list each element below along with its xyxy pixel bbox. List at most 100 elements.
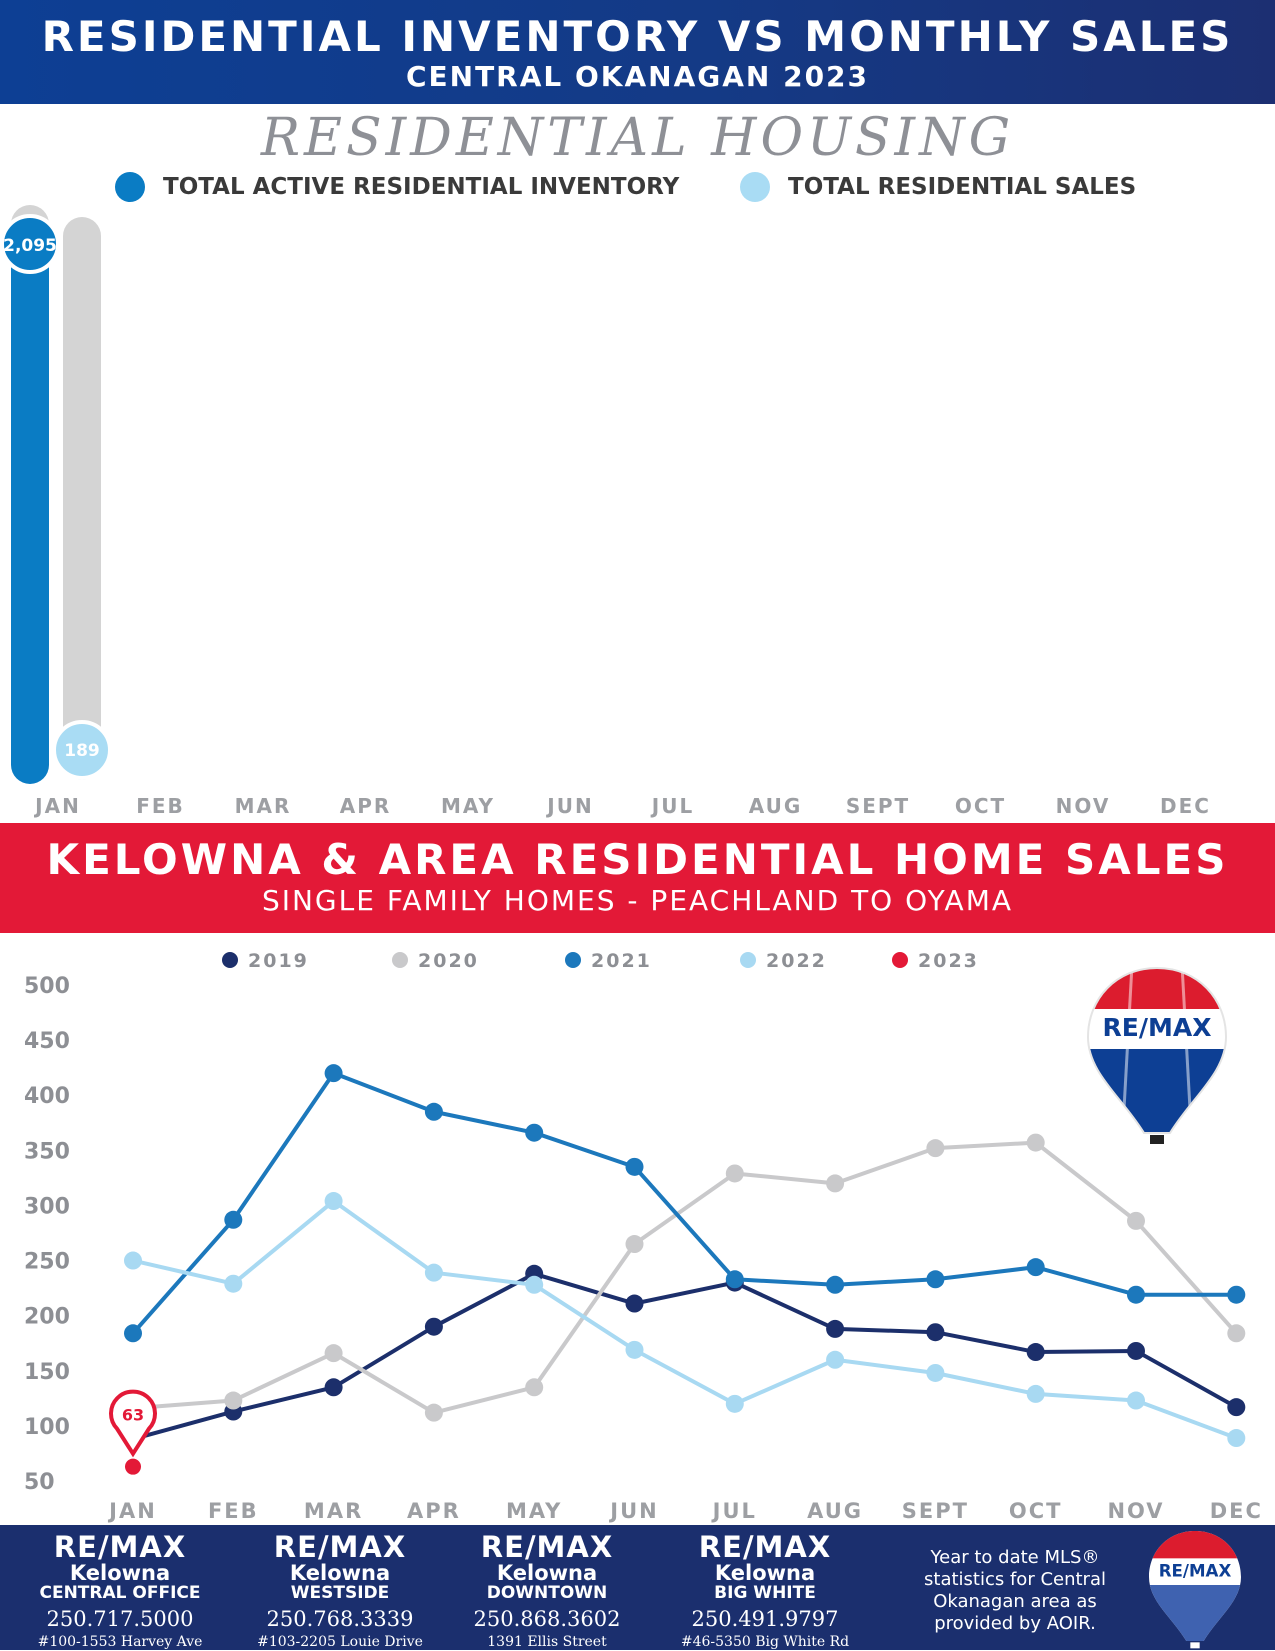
office-phone[interactable]: 250.768.3339 <box>266 1607 414 1631</box>
x-tick-label: MAR <box>235 794 292 818</box>
data-point-2021 <box>1026 1258 1045 1277</box>
office-westside: RE/MAX Kelowna WESTSIDE 250.768.3339 #10… <box>230 1525 450 1651</box>
footer-logo-text: RE/MAX <box>1159 1561 1232 1580</box>
remax-balloon-logo: RE/MAX <box>1086 966 1228 1144</box>
data-point-2021 <box>826 1275 845 1294</box>
office-phone[interactable]: 250.491.9797 <box>691 1607 839 1631</box>
data-point-2021 <box>1227 1285 1246 1304</box>
office-address: 1391 Ellis Street <box>487 1634 607 1650</box>
data-point-2021 <box>1127 1285 1145 1304</box>
data-point-2022 <box>826 1350 845 1369</box>
data-point-2022 <box>424 1263 443 1282</box>
x-tick-label: NOV <box>1107 1499 1164 1523</box>
logo-text: RE/MAX <box>1103 1013 1212 1042</box>
bar-sales-label-bubble <box>52 720 112 780</box>
x-tick-label: JAN <box>33 794 81 818</box>
footer-remax-balloon-icon: RE/MAX <box>1149 1531 1241 1649</box>
top-header: RESIDENTIAL INVENTORY VS MONTHLY SALES C… <box>0 0 1275 104</box>
y-tick-label: 500 <box>24 974 70 999</box>
data-point-2022 <box>324 1192 343 1211</box>
data-point-2022 <box>1127 1391 1145 1410</box>
x-tick-label: AUG <box>807 1499 863 1523</box>
office-address: #100-1553 Harvey Ave <box>37 1634 203 1650</box>
x-tick-label: SEPT <box>846 794 910 818</box>
data-point-2021 <box>525 1123 544 1142</box>
data-point-2021 <box>625 1157 644 1176</box>
series-line-2021 <box>131 1071 1237 1335</box>
bar-inventory-value-label: 2,095 <box>3 236 57 256</box>
data-point-2020 <box>224 1391 243 1410</box>
data-point-2019 <box>424 1317 443 1336</box>
y-tick-label: 100 <box>24 1415 70 1440</box>
office-central: RE/MAX Kelowna CENTRAL OFFICE 250.717.50… <box>10 1525 230 1651</box>
office-city: Kelowna <box>714 1561 816 1585</box>
footer-note: Year to date MLS® statistics for Central… <box>924 1547 1106 1634</box>
office-downtown: RE/MAX Kelowna DOWNTOWN 250.868.3602 139… <box>437 1525 657 1651</box>
x-tick-label: AUG <box>749 794 803 818</box>
x-tick-label: MAR <box>304 1499 363 1523</box>
data-point-2020 <box>1026 1133 1045 1152</box>
data-point-2022 <box>926 1363 945 1382</box>
office-branch: CENTRAL OFFICE <box>39 1583 201 1603</box>
callout-pin-shape <box>109 1389 157 1458</box>
office-branch: WESTSIDE <box>290 1583 390 1603</box>
office-phone[interactable]: 250.717.5000 <box>46 1607 194 1631</box>
office-address: #103-2205 Louie Drive <box>257 1634 423 1650</box>
data-point-2021 <box>324 1064 343 1083</box>
y-tick-label: 50 <box>24 1470 55 1495</box>
legend-label-2020: 2020 <box>418 950 479 972</box>
office-big-white: RE/MAX Kelowna BIG WHITE 250.491.9797 #4… <box>655 1525 875 1651</box>
office-branch: DOWNTOWN <box>486 1583 608 1603</box>
x-tick-label: OCT <box>955 794 1006 818</box>
data-point-2019 <box>826 1319 845 1338</box>
data-point-2022 <box>224 1274 243 1293</box>
data-point-2023 <box>125 1458 141 1475</box>
data-point-2020 <box>1227 1324 1246 1343</box>
y-tick-label: 250 <box>24 1250 70 1275</box>
x-tick-label: SEPT <box>902 1499 969 1523</box>
legend-dot-2020 <box>392 952 408 968</box>
x-tick-label: MAY <box>441 794 495 818</box>
office-branch: BIG WHITE <box>714 1583 816 1603</box>
footer: RE/MAX Kelowna CENTRAL OFFICE 250.717.50… <box>0 1525 1275 1650</box>
sales-subtitle: SINGLE FAMILY HOMES - PEACHLAND TO OYAMA <box>261 884 1014 917</box>
x-tick-label: JAN <box>107 1499 157 1523</box>
inventory-bar-chart: JAN FEB MAR APR MAY JUN JUL AUG SEPT OCT NOV DEC 2,0… <box>0 205 1209 818</box>
data-point-2020 <box>926 1139 945 1158</box>
x-tick-label: JUN <box>545 794 593 818</box>
office-brand: RE/MAX <box>53 1530 187 1564</box>
data-point-2020 <box>826 1174 845 1193</box>
bar-sales-value-label: 189 <box>64 741 100 761</box>
bar-legend: TOTAL ACTIVE RESIDENTIAL INVENTORY TOTAL… <box>0 172 1275 212</box>
office-address: #46-5350 Big White Rd <box>680 1634 850 1650</box>
page-title: RESIDENTIAL INVENTORY VS MONTHLY SALES <box>41 12 1234 61</box>
data-point-2021 <box>124 1324 142 1343</box>
office-brand: RE/MAX <box>698 1530 832 1564</box>
sales-line-chart: 2019 2020 2021 2022 2023 500 450 400 350 300 250 20… <box>24 950 1263 1523</box>
office-phone[interactable]: 250.868.3602 <box>473 1607 621 1631</box>
legend-label-inventory: TOTAL ACTIVE RESIDENTIAL INVENTORY <box>163 174 680 200</box>
bar-track-sales <box>63 217 101 780</box>
x-tick-label: JUL <box>650 794 694 818</box>
data-point-2020 <box>525 1378 544 1397</box>
x-tick-label: JUL <box>711 1499 757 1523</box>
series-line-2019 <box>132 1271 1238 1442</box>
data-point-2020 <box>625 1235 644 1254</box>
series-line-2020 <box>132 1140 1238 1415</box>
data-point-2022 <box>525 1275 544 1294</box>
bar-inventory-label-bubble <box>0 214 60 274</box>
legend-dot-2022 <box>740 952 756 968</box>
y-tick-label: 350 <box>24 1139 70 1164</box>
legend-label-2019: 2019 <box>248 950 309 972</box>
y-tick-label: 450 <box>24 1029 70 1054</box>
data-point-2020 <box>1127 1211 1145 1230</box>
x-tick-label: APR <box>340 794 392 818</box>
section-script-title: RESIDENTIAL HOUSING <box>260 108 1015 168</box>
legend-label-2021: 2021 <box>591 950 652 972</box>
data-point-2019 <box>324 1378 343 1397</box>
legend-dot-2019 <box>222 952 238 968</box>
data-point-2021 <box>224 1210 243 1229</box>
data-point-2019 <box>1227 1398 1246 1417</box>
x-tick-label: DEC <box>1210 1499 1263 1523</box>
y-tick-label: 300 <box>24 1194 70 1219</box>
